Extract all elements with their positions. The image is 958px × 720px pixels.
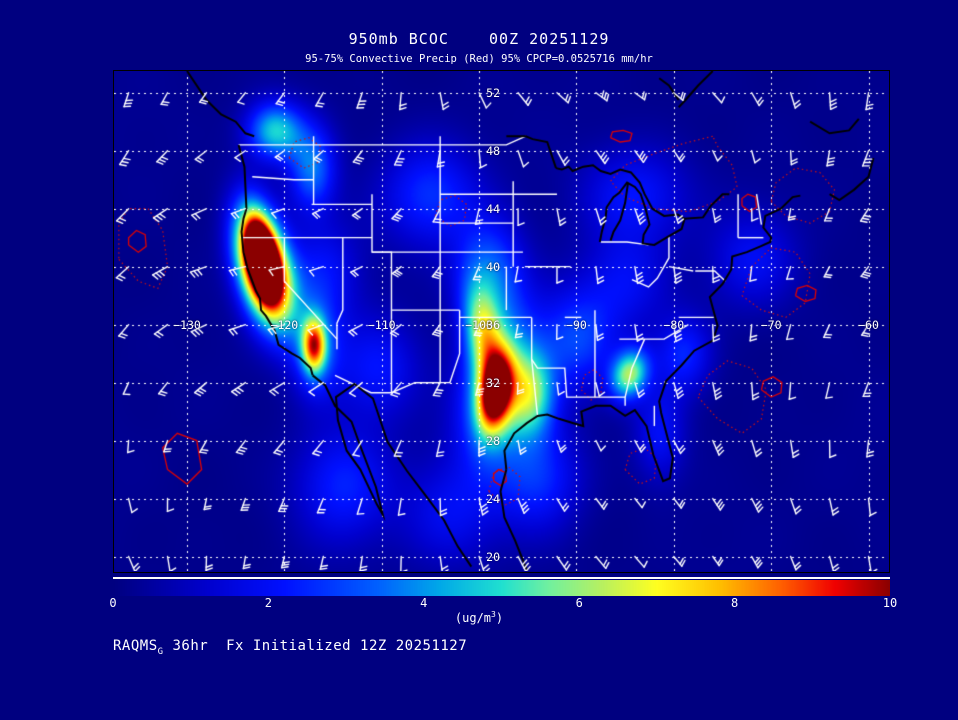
colorbar-tick: 6 xyxy=(575,596,583,610)
lat-tick-label: 36 xyxy=(486,317,501,332)
lat-tick-label: 40 xyxy=(486,259,501,274)
lat-tick-label: 28 xyxy=(486,433,501,448)
page-title: 950mb BCOC 00Z 20251129 xyxy=(348,30,610,48)
colorbar-tick: 2 xyxy=(264,596,273,610)
model-attribution: RAQMSG 36hr Fx Initialized 12Z 20251127 xyxy=(113,638,468,657)
lat-tick-label: 24 xyxy=(486,491,501,506)
colorbar-tick: 4 xyxy=(420,596,428,610)
map-overlay-canvas xyxy=(114,71,888,571)
colorbar-top-rule xyxy=(113,577,890,579)
lon-tick-label: −80 xyxy=(663,317,685,332)
colorbar-gradient xyxy=(113,580,890,596)
colorbar-units-label: (ug/m3) xyxy=(454,610,504,625)
lon-tick-label: −120 xyxy=(270,317,299,332)
lon-tick-label: −100 xyxy=(465,317,493,332)
lon-tick-label: −70 xyxy=(760,317,782,332)
lon-tick-label: −60 xyxy=(858,317,879,332)
page-subtitle: 95-75% Convective Precip (Red) 95% CPCP=… xyxy=(305,53,653,65)
lat-tick-label: 48 xyxy=(486,143,501,158)
lat-tick-label: 52 xyxy=(486,85,501,100)
map-plot-frame[interactable]: −130 −120 −110 −100 −90 −80 −70 −60 20 24 28 32 36 40… xyxy=(113,70,890,573)
lat-tick-label: 44 xyxy=(486,201,501,216)
colorbar[interactable] xyxy=(113,577,890,596)
colorbar-tick: 8 xyxy=(730,596,739,610)
colorbar-tick: 0 xyxy=(109,596,117,610)
colorbar-tick: 10 xyxy=(882,596,898,610)
lat-tick-label: 32 xyxy=(486,375,501,390)
lat-tick-label: 20 xyxy=(486,549,501,564)
lon-tick-label: −90 xyxy=(566,317,587,332)
lon-tick-label: −110 xyxy=(367,317,396,332)
colorbar-tick-labels: 0 2 4 6 8 10 xyxy=(109,596,897,612)
lon-tick-label: −130 xyxy=(173,317,201,332)
